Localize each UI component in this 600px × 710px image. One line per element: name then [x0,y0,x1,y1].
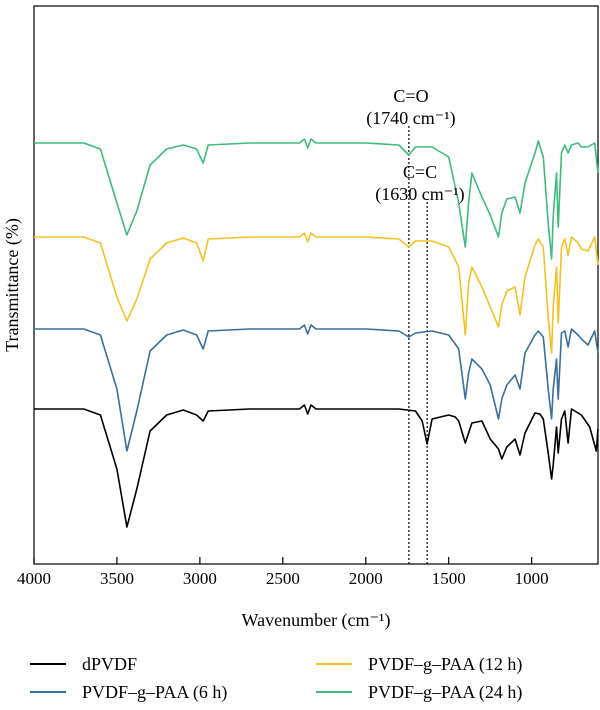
series-line [34,232,599,354]
legend: dPVDF PVDF–g–PAA (6 h) PVDF–g–PAA (12 h)… [30,650,600,710]
legend-label: PVDF–g–PAA (12 h) [368,653,523,674]
x-tick-label: 4000 [17,569,51,588]
series-line [34,138,599,260]
series-line [34,324,599,452]
annotation-co-wavenumber: (1740 cm⁻¹) [366,108,455,129]
legend-item-24h: PVDF–g–PAA (24 h) [316,680,522,704]
x-tick-label: 1000 [515,569,549,588]
legend-item-dpvdf: dPVDF [30,652,137,676]
reference-lines [408,126,428,564]
x-tick-label: 3500 [100,569,134,588]
series-line [34,404,599,528]
legend-label: dPVDF [82,653,138,674]
x-tick-label: 2500 [266,569,300,588]
legend-label: PVDF–g–PAA (6 h) [82,681,228,702]
spectra [34,138,599,528]
y-axis-title: Transmittance (%) [2,218,23,352]
legend-item-6h: PVDF–g–PAA (6 h) [30,680,227,704]
ftir-chart: 4000 3500 3000 2500 2000 1500 1000 Wavenumber … [2,5,599,631]
legend-swatch [30,663,66,665]
x-tick-label: 2000 [349,569,383,588]
annotation-cc-label: C=C [403,162,437,182]
x-tick-label: 1500 [432,569,466,588]
legend-swatch [30,691,66,693]
legend-swatch [316,663,352,665]
plot-frame [33,5,599,565]
legend-label: PVDF–g–PAA (24 h) [368,681,523,702]
legend-swatch [316,691,352,693]
annotation-cc-wavenumber: (1630 cm⁻¹) [375,184,464,205]
legend-item-12h: PVDF–g–PAA (12 h) [316,652,522,676]
x-axis-title: Wavenumber (cm⁻¹) [242,610,391,631]
x-axis-ticks: 4000 3500 3000 2500 2000 1500 1000 [17,557,549,588]
annotation-co-label: C=O [393,86,428,106]
x-tick-label: 3000 [183,569,217,588]
